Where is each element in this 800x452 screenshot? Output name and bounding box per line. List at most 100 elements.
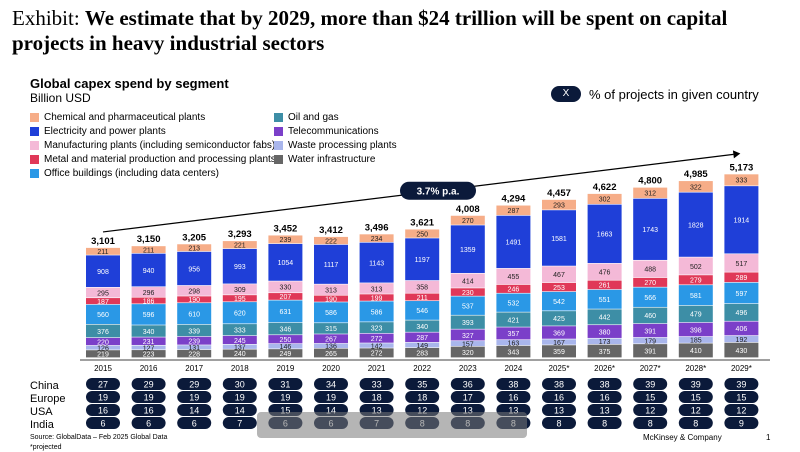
bar-segment-oil-and-gas [633, 307, 668, 324]
segment-value-label: 287 [508, 208, 520, 215]
bar-segment-telecommunications [359, 333, 394, 343]
segment-value-label: 376 [97, 329, 109, 336]
bar-segment-manufacturing-plants-including-semiconductor-fabs [86, 287, 120, 298]
segment-value-label: 239 [188, 339, 200, 346]
country-share-pill-china [587, 378, 622, 390]
country-share-pill-europe [314, 391, 348, 403]
segment-value-label: 295 [97, 290, 109, 297]
bar-segment-office-buildings-including-data-centers [633, 287, 668, 307]
country-share-pill-india [587, 417, 622, 429]
bar-segment-office-buildings-including-data-centers [724, 282, 759, 304]
x-tick-label: 2020 [322, 364, 340, 373]
bar-segment-metal-and-material-production-and-processing-plants [268, 293, 303, 300]
country-share-value-usa: 13 [463, 406, 473, 416]
country-share-value-china: 34 [326, 380, 336, 390]
segment-value-label: 211 [417, 295, 428, 302]
segment-value-label: 551 [599, 297, 611, 304]
x-tick-label: 2023 [459, 364, 477, 373]
bar-segment-telecommunications [587, 325, 622, 338]
bar-segment-metal-and-material-production-and-processing-plants [314, 295, 348, 302]
bar-segment-electricity-and-power-plants [131, 253, 166, 287]
bar-segment-water-infrastructure [542, 345, 576, 358]
country-share-value-china: 38 [600, 380, 610, 390]
bar-segment-metal-and-material-production-and-processing-plants [131, 297, 166, 304]
legend-item-chemical-and-pharmaceutical-plants: Chemical and pharmaceutical plants [30, 112, 205, 123]
country-share-pill-usa [86, 404, 120, 416]
bar-segment-waste-processing-plants [131, 345, 166, 350]
country-share-pill-usa [587, 404, 622, 416]
bar-segment-oil-and-gas [496, 312, 531, 327]
segment-value-label: 323 [371, 325, 383, 332]
segment-value-label: 327 [462, 333, 474, 340]
country-share-value-usa: 13 [508, 406, 518, 416]
segment-value-label: 261 [599, 283, 611, 290]
bar-segment-telecommunications [86, 337, 120, 346]
country-share-value-usa: 14 [189, 406, 199, 416]
country-share-value-europe: 18 [372, 393, 382, 403]
bar-segment-waste-processing-plants [222, 344, 257, 349]
bar-segment-electricity-and-power-plants [314, 244, 348, 284]
country-share-pill-usa [633, 404, 668, 416]
bar-segment-water-infrastructure [450, 346, 485, 358]
bar-segment-office-buildings-including-data-centers [587, 289, 622, 309]
bar-segment-electricity-and-power-plants [405, 238, 440, 281]
legend-label: Chemical and pharmaceutical plants [44, 112, 206, 123]
bar-segment-oil-and-gas [450, 315, 485, 329]
country-share-pill-europe [450, 391, 485, 403]
legend-label: Manufacturing plants (including semicond… [44, 140, 276, 151]
segment-value-label: 1663 [597, 232, 613, 239]
bar-segment-oil-and-gas [131, 325, 166, 337]
country-share-pill-china [405, 378, 440, 390]
segment-value-label: 313 [325, 287, 337, 294]
legend-item-electricity-and-power-plants: Electricity and power plants [30, 126, 166, 137]
legend-label: Electricity and power plants [44, 126, 166, 137]
x-tick-label: 2018 [231, 364, 249, 373]
segment-value-label: 157 [462, 341, 474, 348]
x-tick-label: 2027* [640, 364, 661, 373]
segment-value-label: 537 [462, 303, 474, 310]
country-share-pill-europe [633, 391, 668, 403]
x-tick-label: 2029* [731, 364, 752, 373]
bar-segment-electricity-and-power-plants [587, 204, 622, 264]
bar-segment-metal-and-material-production-and-processing-plants [177, 296, 212, 303]
bar-segment-manufacturing-plants-including-semiconductor-fabs [633, 260, 668, 278]
country-share-value-india: 8 [602, 419, 607, 429]
segment-value-label: 137 [234, 345, 246, 352]
bar-segment-manufacturing-plants-including-semiconductor-fabs [405, 280, 440, 293]
segment-value-label: 597 [736, 291, 748, 298]
segment-value-label: 406 [736, 326, 748, 333]
country-label-europe: Europe [30, 393, 66, 405]
bar-segment-chemical-and-pharmaceutical-plants [405, 229, 440, 238]
segment-value-label: 546 [416, 308, 428, 315]
country-share-pill-india [633, 417, 668, 429]
country-share-value-usa: 12 [417, 406, 427, 416]
bar-segment-manufacturing-plants-including-semiconductor-fabs [359, 283, 394, 294]
bar-segment-metal-and-material-production-and-processing-plants [405, 293, 440, 301]
viewer-toolbar[interactable] [257, 412, 527, 438]
country-share-value-usa: 13 [600, 406, 610, 416]
legend-swatch [30, 169, 39, 178]
bar-segment-office-buildings-including-data-centers [268, 300, 303, 323]
segment-value-label: 1359 [460, 247, 476, 254]
segment-value-label: 192 [736, 337, 748, 344]
country-share-pill-india [542, 417, 576, 429]
bar-segment-waste-processing-plants [678, 336, 713, 343]
segment-value-label: 312 [644, 191, 656, 198]
segment-value-label: 322 [690, 184, 702, 191]
segment-value-label: 239 [280, 237, 292, 244]
country-share-pill-usa [542, 404, 576, 416]
bar-segment-manufacturing-plants-including-semiconductor-fabs [496, 268, 531, 285]
segment-value-label: 313 [371, 286, 383, 293]
segment-value-label: 270 [644, 280, 656, 287]
segment-value-label: 1743 [642, 227, 658, 234]
country-share-value-india: 8 [693, 419, 698, 429]
bar-segment-waste-processing-plants [86, 345, 120, 350]
bar-segment-metal-and-material-production-and-processing-plants [678, 275, 713, 285]
segment-value-label: 596 [143, 312, 155, 319]
bar-segment-electricity-and-power-plants [177, 251, 212, 286]
country-share-pill-china [314, 378, 348, 390]
bar-total-label: 4,457 [547, 188, 571, 199]
legend-item-water-infrastructure: Water infrastructure [274, 154, 375, 165]
bar-segment-telecommunications [268, 335, 303, 344]
